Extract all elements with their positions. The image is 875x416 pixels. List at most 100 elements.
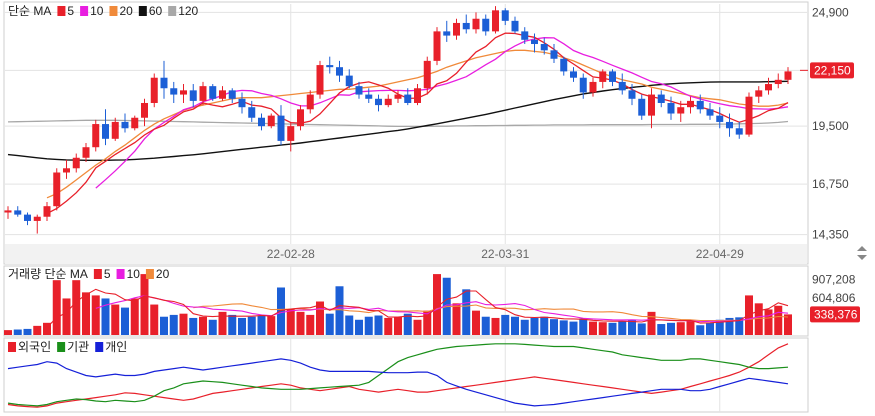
candle-body[interactable] (180, 90, 187, 95)
candle-body[interactable] (443, 31, 451, 36)
volume-bar[interactable] (550, 319, 558, 335)
volume-bar[interactable] (413, 319, 422, 335)
candle-body[interactable] (287, 126, 295, 141)
volume-bar[interactable] (725, 317, 734, 335)
volume-bar[interactable] (72, 280, 81, 335)
candle[interactable] (355, 81, 363, 99)
candle-body[interactable] (638, 98, 646, 116)
candle[interactable] (24, 212, 31, 226)
volume-bar[interactable] (121, 307, 129, 335)
volume-bar[interactable] (579, 318, 588, 335)
candle[interactable] (716, 107, 724, 129)
candle[interactable] (384, 94, 392, 108)
volume-bar[interactable] (501, 314, 510, 335)
volume-bar[interactable] (4, 330, 12, 335)
candle-body[interactable] (492, 10, 499, 32)
candle[interactable] (462, 14, 470, 34)
candle[interactable] (482, 14, 490, 36)
volume-bar[interactable] (228, 314, 237, 335)
candle-body[interactable] (14, 210, 22, 215)
volume-bar[interactable] (598, 322, 607, 335)
candle[interactable] (170, 81, 178, 103)
candle[interactable] (277, 105, 285, 146)
candle-body[interactable] (501, 10, 509, 21)
candle-body[interactable] (326, 65, 334, 68)
volume-bar[interactable] (43, 322, 51, 335)
candle[interactable] (287, 121, 295, 152)
candle-body[interactable] (726, 121, 733, 129)
candle-body[interactable] (199, 86, 207, 101)
candle-body[interactable] (414, 88, 421, 103)
candle-body[interactable] (33, 216, 41, 221)
volume-bar[interactable] (82, 292, 90, 335)
candle[interactable] (726, 113, 733, 137)
candle-body[interactable] (4, 210, 12, 213)
volume-bar[interactable] (189, 317, 198, 335)
candle-body[interactable] (433, 31, 441, 61)
volume-bar[interactable] (91, 295, 100, 335)
volume-bar[interactable] (33, 325, 42, 335)
volume-bar[interactable] (257, 315, 266, 335)
volume-bar[interactable] (589, 321, 597, 335)
candle-body[interactable] (774, 79, 782, 85)
volume-bar[interactable] (511, 316, 519, 335)
volume-bar[interactable] (267, 316, 276, 335)
candle-body[interactable] (579, 77, 587, 93)
volume-bar[interactable] (403, 313, 412, 335)
candle[interactable] (160, 60, 168, 99)
volume-bar[interactable] (13, 329, 22, 335)
candle[interactable] (774, 73, 782, 89)
volume-bar[interactable] (130, 298, 139, 335)
volume-bar[interactable] (306, 314, 315, 335)
candle-body[interactable] (423, 60, 431, 89)
candle-body[interactable] (248, 107, 256, 118)
candle[interactable] (267, 113, 275, 129)
volume-bar[interactable] (706, 322, 714, 335)
candle-body[interactable] (667, 102, 675, 114)
candle-body[interactable] (150, 77, 158, 103)
candle[interactable] (326, 56, 334, 74)
volume-bar[interactable] (296, 311, 305, 335)
candle-body[interactable] (24, 214, 31, 221)
candle[interactable] (121, 113, 129, 133)
candle-body[interactable] (345, 75, 353, 87)
candle[interactable] (111, 117, 119, 141)
candle-body[interactable] (696, 100, 704, 110)
candle[interactable] (228, 88, 236, 103)
candle[interactable] (570, 67, 577, 82)
volume-bar[interactable] (150, 304, 159, 335)
candle-body[interactable] (628, 90, 636, 99)
candle[interactable] (248, 100, 256, 122)
candle[interactable] (219, 86, 226, 101)
volume-bar[interactable] (179, 313, 188, 335)
volume-bar[interactable] (140, 274, 149, 335)
candle-body[interactable] (121, 121, 129, 129)
candle[interactable] (43, 201, 51, 221)
candle-body[interactable] (189, 90, 197, 101)
candle-body[interactable] (521, 31, 529, 40)
candle[interactable] (336, 60, 343, 82)
candle[interactable] (638, 94, 646, 120)
candle[interactable] (316, 60, 324, 99)
volume-bar[interactable] (735, 317, 744, 335)
candle[interactable] (560, 56, 568, 76)
candle[interactable] (648, 88, 655, 129)
candle-body[interactable] (648, 94, 655, 116)
volume-bar[interactable] (715, 319, 724, 335)
volume-bar[interactable] (247, 316, 256, 335)
volume-bar[interactable] (559, 320, 568, 335)
volume-bar[interactable] (101, 298, 110, 335)
candle[interactable] (765, 77, 772, 95)
candle-body[interactable] (306, 94, 314, 110)
candle-body[interactable] (482, 18, 490, 32)
volume-bar[interactable] (325, 313, 334, 335)
candle[interactable] (92, 119, 100, 152)
candle-body[interactable] (560, 58, 568, 72)
candle[interactable] (306, 90, 314, 114)
candle-body[interactable] (618, 81, 626, 91)
up-down-arrows-icon[interactable] (857, 246, 867, 260)
candle-body[interactable] (267, 115, 275, 127)
volume-bar[interactable] (754, 303, 763, 335)
volume-bar[interactable] (364, 316, 373, 335)
candle-body[interactable] (209, 86, 217, 99)
